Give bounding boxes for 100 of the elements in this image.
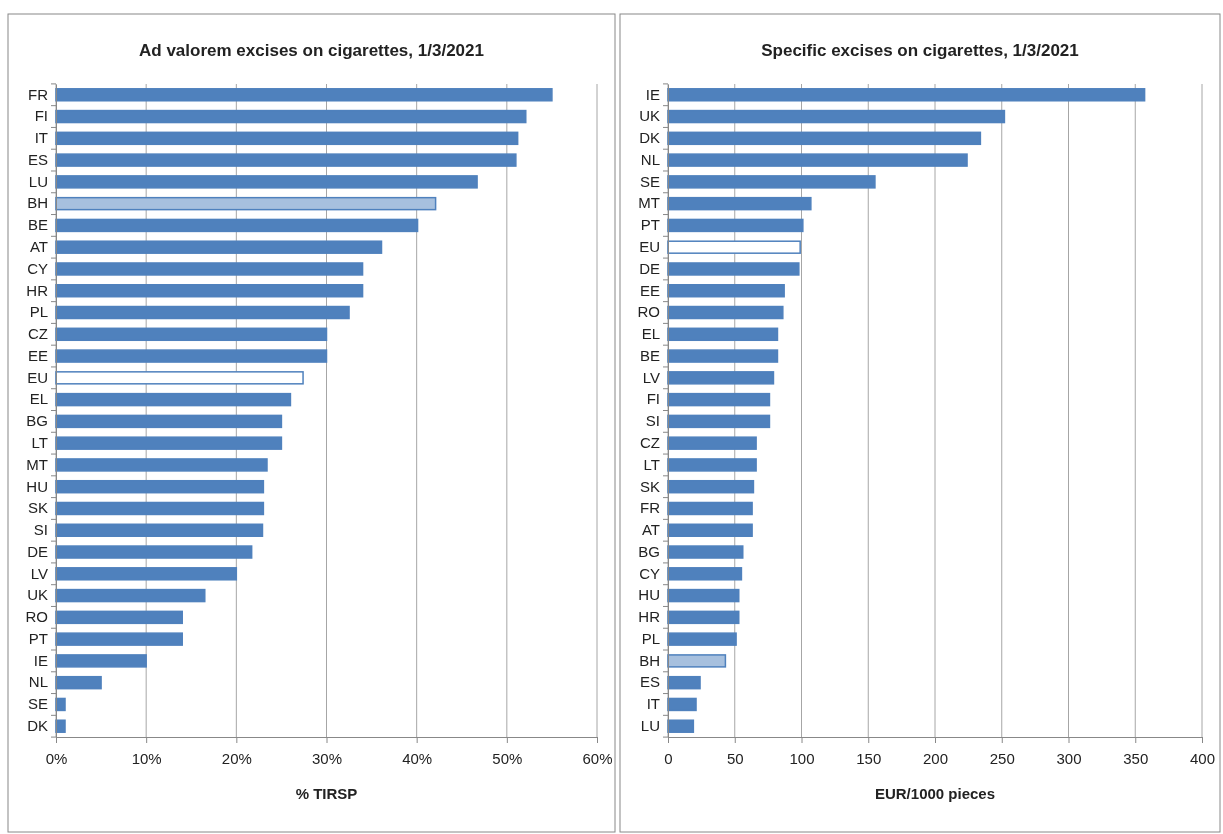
x-tick-label: 20% — [221, 750, 252, 767]
bar — [55, 675, 102, 690]
bar — [55, 392, 292, 407]
bar — [667, 697, 697, 712]
bar — [667, 719, 695, 733]
bar — [55, 196, 437, 211]
y-tick-label: ES — [27, 150, 48, 168]
bar — [55, 371, 304, 385]
y-tick-label: FI — [646, 390, 660, 408]
x-tick-label: 30% — [311, 750, 343, 767]
y-tick-label: DK — [639, 129, 660, 147]
y-tick-label: CZ — [640, 433, 660, 451]
bar — [667, 175, 876, 189]
bar — [667, 305, 784, 320]
bar — [667, 153, 968, 167]
bar — [667, 284, 785, 298]
bar — [55, 719, 66, 733]
y-tick-label: FR — [640, 499, 661, 517]
bar — [667, 458, 757, 472]
y-tick-label: CZ — [28, 325, 48, 343]
chart-title: Ad valorem excises on cigarettes, 1/3/2021 — [139, 41, 484, 60]
y-tick-label: RO — [637, 303, 660, 321]
bar — [667, 632, 737, 646]
x-tick-label: 0 — [664, 750, 673, 767]
bar — [667, 436, 757, 450]
y-tick-label: SI — [645, 412, 660, 430]
x-tick-label: 100 — [789, 750, 815, 767]
y-tick-label: BE — [639, 346, 660, 364]
bar — [55, 545, 253, 559]
bar — [667, 196, 812, 211]
bar — [55, 262, 364, 276]
y-tick-label: EE — [639, 281, 660, 299]
y-tick-label: DK — [27, 717, 48, 735]
y-tick-label: PL — [641, 629, 660, 647]
x-tick-label: 350 — [1123, 750, 1149, 767]
bar — [55, 632, 183, 646]
x-axis-title: EUR/1000 pieces — [874, 785, 996, 802]
bar — [667, 349, 779, 363]
y-tick-label: LT — [31, 433, 48, 451]
y-tick-label: AT — [29, 238, 48, 255]
bar — [55, 284, 364, 298]
bar — [667, 414, 771, 429]
y-tick-label: MT — [26, 455, 48, 473]
y-tick-label: UK — [27, 586, 48, 604]
y-tick-label: BG — [26, 412, 48, 430]
chart-title: Specific excises on cigarettes, 1/3/2021 — [761, 41, 1079, 60]
bar — [667, 545, 744, 559]
y-tick-label: EE — [27, 346, 48, 364]
bar — [667, 675, 701, 690]
bar — [667, 654, 727, 668]
y-tick-label: NL — [28, 673, 48, 691]
bar — [55, 88, 553, 102]
x-tick-label: 50 — [726, 750, 744, 767]
bar — [55, 109, 527, 124]
bar — [55, 327, 328, 342]
bar — [667, 262, 800, 276]
y-tick-label: SK — [27, 499, 48, 517]
y-tick-label: LU — [28, 172, 48, 190]
bar — [667, 610, 740, 625]
y-tick-label: PT — [28, 629, 48, 647]
y-tick-label: IT — [34, 129, 48, 147]
bar — [667, 479, 755, 494]
y-tick-label: PL — [29, 303, 48, 321]
y-tick-label: AT — [641, 521, 660, 539]
y-tick-label: FR — [28, 85, 49, 103]
bar — [55, 479, 265, 494]
bar — [667, 327, 779, 342]
y-tick-label: FI — [34, 107, 48, 125]
bar — [667, 501, 753, 516]
bar — [55, 697, 66, 712]
bar — [667, 88, 1146, 102]
bar — [55, 610, 183, 625]
y-tick-label: NL — [640, 150, 660, 168]
bar — [55, 240, 383, 254]
y-tick-label: EL — [29, 390, 48, 408]
y-tick-label: LV — [642, 368, 660, 386]
x-tick-label: 150 — [856, 750, 882, 767]
y-tick-label: BE — [27, 216, 48, 234]
x-tick-label: 200 — [922, 750, 949, 767]
y-tick-label: DE — [27, 542, 48, 560]
y-tick-label: CY — [27, 259, 48, 277]
bar — [55, 131, 519, 146]
bar — [667, 523, 753, 537]
y-tick-label: SE — [639, 172, 660, 190]
y-tick-label: HU — [638, 586, 660, 604]
y-tick-label: SK — [639, 477, 660, 495]
y-tick-label: IE — [33, 651, 48, 669]
y-tick-label: DE — [639, 259, 660, 277]
y-tick-label: EL — [641, 325, 660, 343]
y-tick-label: CY — [639, 564, 660, 582]
x-tick-label: 0% — [45, 750, 68, 767]
bar — [55, 349, 328, 363]
bar — [667, 109, 1006, 124]
bar — [55, 567, 238, 581]
y-tick-label: SE — [27, 695, 48, 713]
bar — [667, 240, 801, 254]
y-tick-label: IT — [646, 695, 660, 713]
y-tick-label: PT — [640, 216, 660, 234]
bar — [55, 175, 478, 189]
y-tick-label: LV — [30, 564, 48, 582]
